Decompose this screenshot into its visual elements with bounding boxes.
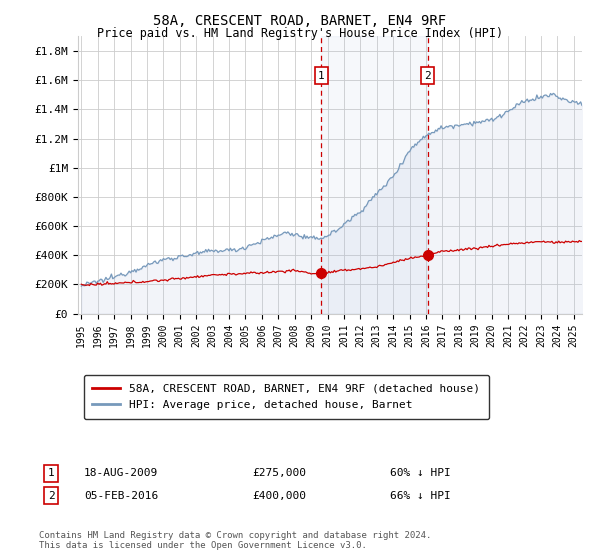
- Text: Price paid vs. HM Land Registry's House Price Index (HPI): Price paid vs. HM Land Registry's House …: [97, 27, 503, 40]
- Text: 2: 2: [424, 71, 431, 81]
- Text: 1: 1: [47, 468, 55, 478]
- Legend: 58A, CRESCENT ROAD, BARNET, EN4 9RF (detached house), HPI: Average price, detach: 58A, CRESCENT ROAD, BARNET, EN4 9RF (det…: [83, 375, 489, 419]
- Text: 05-FEB-2016: 05-FEB-2016: [84, 491, 158, 501]
- Text: 58A, CRESCENT ROAD, BARNET, EN4 9RF: 58A, CRESCENT ROAD, BARNET, EN4 9RF: [154, 14, 446, 28]
- Text: £275,000: £275,000: [252, 468, 306, 478]
- Text: 2: 2: [47, 491, 55, 501]
- Text: 1: 1: [318, 71, 325, 81]
- Text: 60% ↓ HPI: 60% ↓ HPI: [390, 468, 451, 478]
- Text: 18-AUG-2009: 18-AUG-2009: [84, 468, 158, 478]
- Text: £400,000: £400,000: [252, 491, 306, 501]
- Bar: [322, 36, 428, 314]
- Text: Contains HM Land Registry data © Crown copyright and database right 2024.
This d: Contains HM Land Registry data © Crown c…: [39, 530, 431, 550]
- Text: 66% ↓ HPI: 66% ↓ HPI: [390, 491, 451, 501]
